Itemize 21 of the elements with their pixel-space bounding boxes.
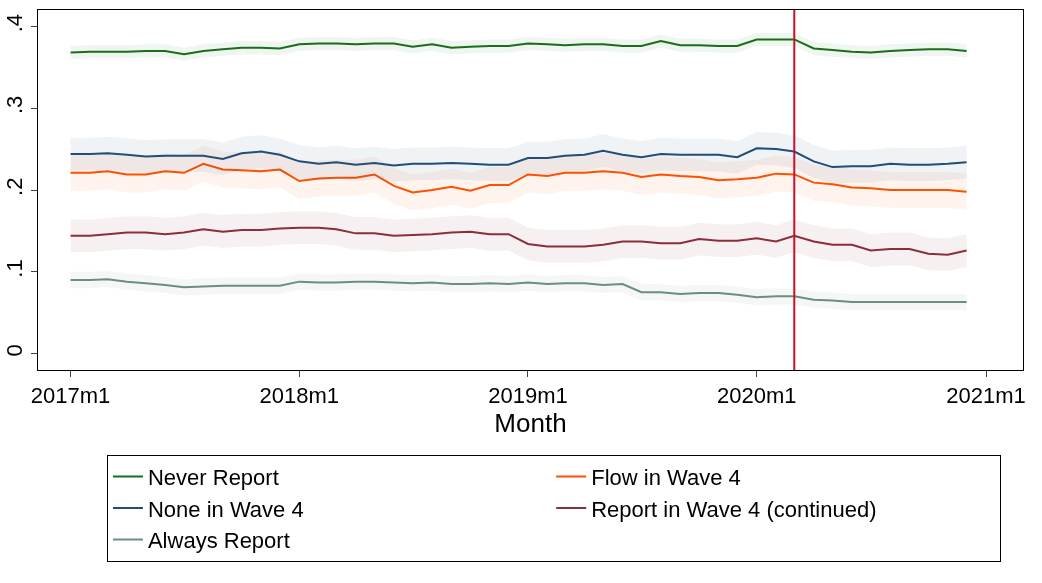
x-tick-label: 2020m1 <box>716 383 797 409</box>
y-tick-label: .1 <box>2 259 28 278</box>
y-tick-label: .4 <box>2 13 28 33</box>
legend-label: Always Report <box>147 528 290 554</box>
line-series <box>69 226 968 256</box>
x-tick-label: 2021m1 <box>946 383 1026 409</box>
x-tick-label: 2018m1 <box>259 383 340 409</box>
line-series <box>69 38 968 56</box>
y-tick-label: .2 <box>2 177 28 196</box>
x-axis-title: Month <box>494 408 567 439</box>
legend-label: Flow in Wave 4 <box>591 464 741 490</box>
y-tick-label: .3 <box>2 95 28 115</box>
legend-label: Report in Wave 4 (continued) <box>591 496 877 522</box>
legend-label: Never Report <box>147 464 279 490</box>
x-tick-label: 2017m1 <box>30 383 111 409</box>
y-tick-label: 0 <box>2 344 28 357</box>
x-tick-label: 2019m1 <box>488 383 568 409</box>
line-series <box>69 278 968 304</box>
line-series <box>69 147 968 169</box>
line-series <box>69 162 968 194</box>
legend-label: None in Wave 4 <box>147 496 304 522</box>
